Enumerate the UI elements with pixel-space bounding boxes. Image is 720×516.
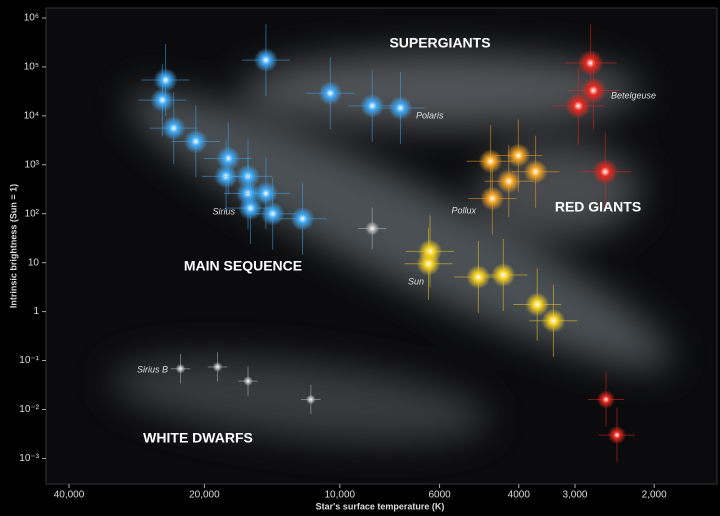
region-label: MAIN SEQUENCE: [184, 258, 302, 274]
star: [596, 390, 616, 409]
x-tick-label: 4000: [508, 490, 531, 501]
region-label: RED GIANTS: [555, 199, 641, 215]
y-tick-label: 10⁴: [24, 111, 39, 122]
star-label: Polaris: [416, 110, 444, 120]
star: [318, 81, 343, 106]
star: [365, 221, 380, 236]
region-label: WHITE DWARFS: [143, 430, 253, 446]
star-label: Pollux: [451, 205, 476, 215]
star: [238, 196, 263, 221]
star: [253, 48, 278, 73]
y-axis-label: Intrinsic brightness (Sun = 1): [8, 184, 18, 308]
star: [260, 201, 285, 226]
star-label: Sun: [408, 276, 424, 286]
x-axis-label: Star's surface temperature (K): [316, 501, 445, 511]
supergiant-band: [240, 52, 640, 128]
star-label: Betelgeuse: [611, 90, 656, 100]
star: [360, 93, 385, 118]
star: [183, 129, 208, 154]
star: [607, 425, 627, 445]
x-tick-label: 40,000: [54, 490, 85, 501]
star: [153, 68, 178, 93]
star: [478, 149, 503, 174]
y-tick-label: 10⁻¹: [19, 355, 39, 366]
star: [161, 116, 186, 141]
y-tick-label: 10⁶: [24, 13, 39, 24]
x-tick-label: 3,000: [562, 490, 587, 501]
y-tick-label: 10⁻³: [19, 453, 39, 464]
region-label: SUPERGIANTS: [389, 35, 490, 51]
star: [253, 181, 278, 206]
x-tick-label: 2,000: [642, 490, 667, 501]
star: [216, 146, 241, 171]
star: [565, 92, 592, 119]
star: [388, 95, 413, 120]
star: [523, 159, 548, 184]
star: [416, 251, 441, 276]
star: [480, 186, 505, 211]
star: [150, 88, 175, 113]
star: [541, 308, 566, 333]
x-tick-label: 20,000: [189, 490, 220, 501]
y-tick-label: 10⁵: [24, 62, 39, 73]
star: [305, 394, 316, 405]
star: [496, 169, 521, 194]
star: [506, 143, 531, 168]
y-tick-label: 10⁻²: [19, 404, 39, 415]
y-tick-label: 1: [33, 306, 39, 317]
star: [290, 206, 315, 231]
star: [212, 362, 223, 372]
star-label: Sirius: [212, 206, 235, 216]
star: [466, 264, 491, 289]
x-tick-label: 10,000: [325, 490, 356, 501]
star: [491, 262, 516, 287]
star: [525, 292, 550, 317]
y-tick-label: 10²: [25, 208, 40, 219]
y-tick-label: 10³: [25, 159, 40, 170]
dwarf-band: [110, 357, 490, 443]
star-label: Sirius B: [137, 364, 168, 374]
star: [243, 376, 253, 387]
x-tick-label: 6000: [428, 490, 451, 501]
star: [175, 363, 186, 374]
y-tick-label: 10: [28, 257, 40, 268]
star: [577, 50, 604, 77]
star: [592, 158, 619, 185]
